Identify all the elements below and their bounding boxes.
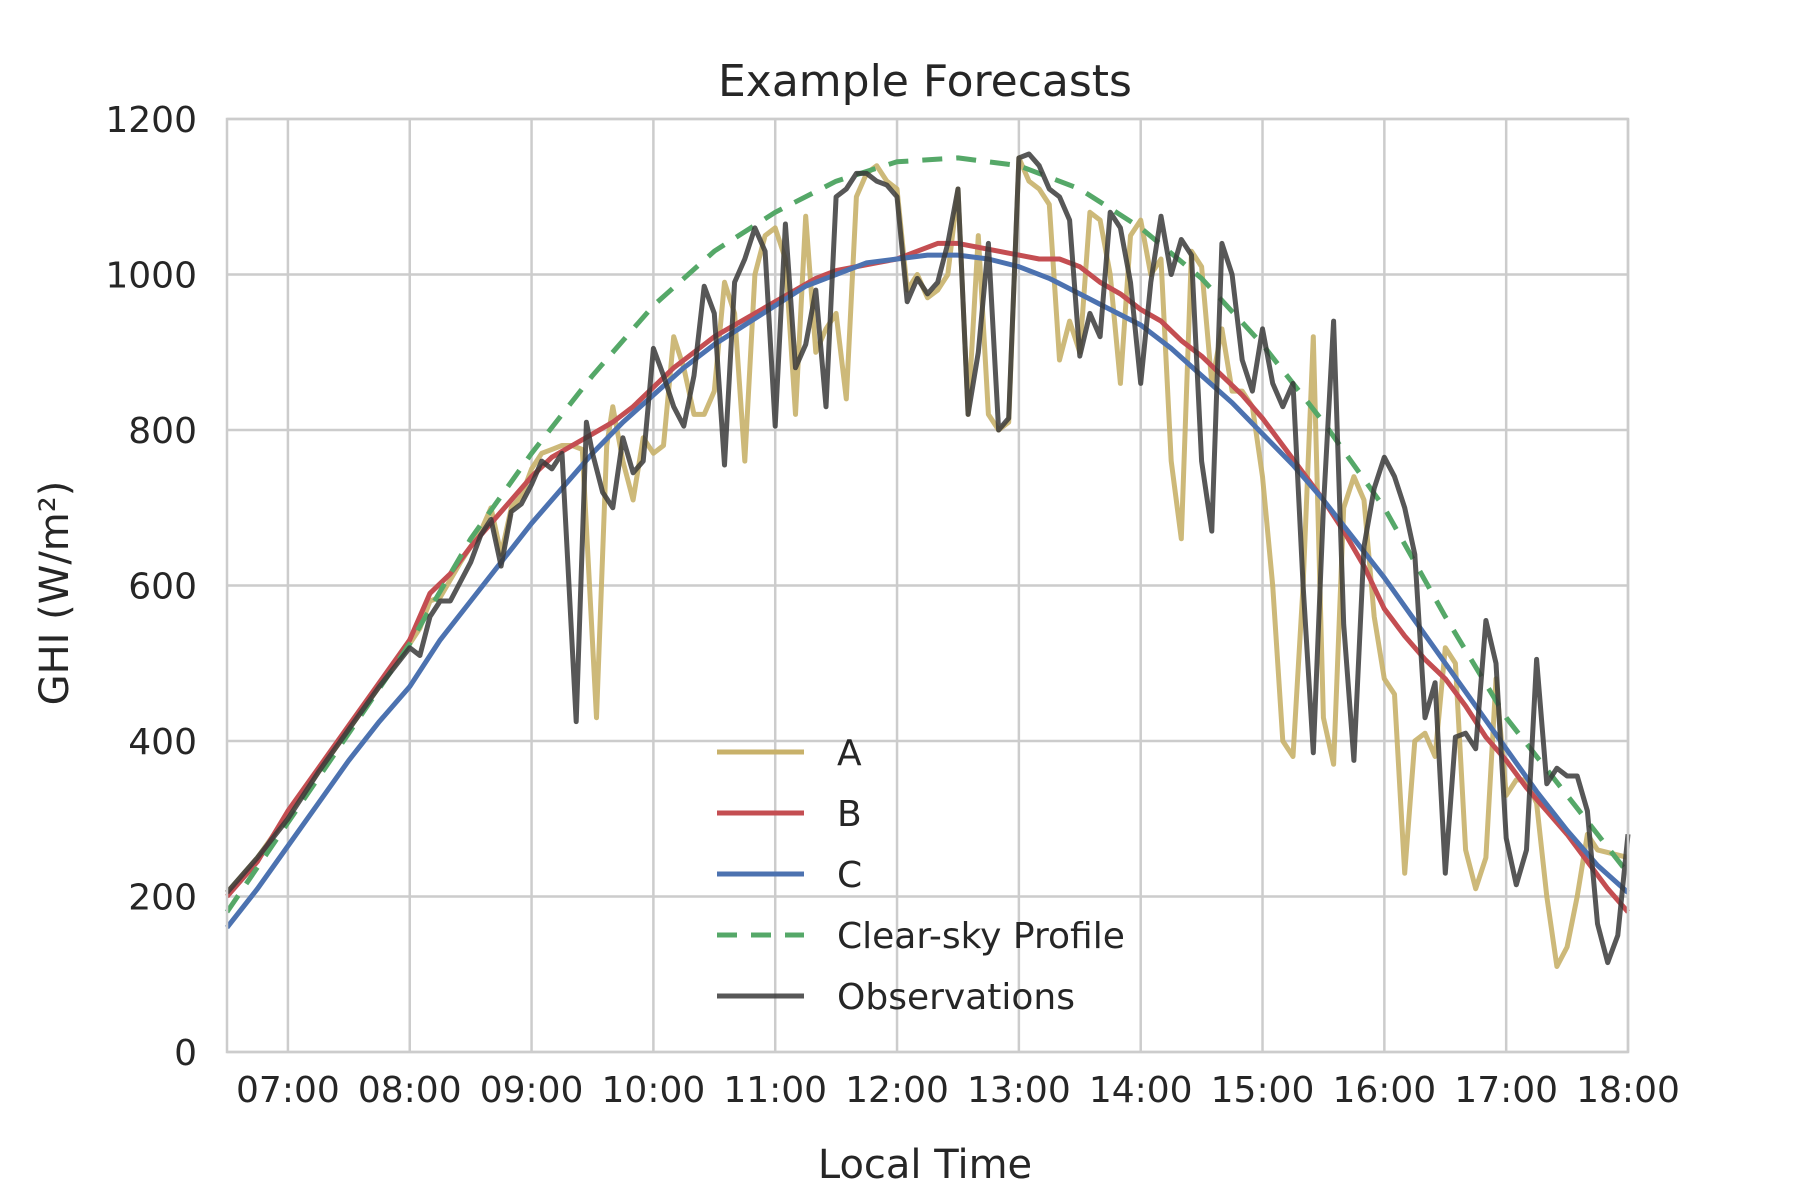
legend-label-a: A [837, 733, 862, 774]
legend-label-b: B [837, 794, 862, 835]
x-tick-label: 16:00 [1332, 1070, 1436, 1111]
x-tick-label: 17:00 [1454, 1070, 1558, 1111]
x-tick-label: 13:00 [967, 1070, 1071, 1111]
legend-label-observations: Observations [837, 977, 1075, 1018]
y-tick-label: 200 [128, 878, 197, 919]
y-tick-label: 1000 [105, 256, 197, 297]
x-tick-label: 15:00 [1211, 1070, 1315, 1111]
x-tick-label: 14:00 [1089, 1070, 1193, 1111]
legend-label-clear-sky-profile: Clear-sky Profile [837, 916, 1125, 957]
x-tick-label: 07:00 [236, 1070, 340, 1111]
x-tick-label: 09:00 [480, 1070, 584, 1111]
legend-label-c: C [837, 855, 862, 896]
legend: ABC Clear-sky Profile Observations [717, 733, 1125, 1018]
plot-frame [225, 117, 1630, 1054]
x-tick-label: 18:00 [1576, 1070, 1680, 1111]
series-line-c [225, 252, 1630, 930]
y-axis-label: GHI (W/m²) [32, 481, 78, 706]
x-tick-label: 10:00 [602, 1070, 706, 1111]
chart-title: Example Forecasts [718, 56, 1132, 107]
y-tick-label: 800 [128, 411, 197, 452]
y-tick-label: 600 [128, 567, 197, 608]
x-tick-label: 11:00 [723, 1070, 827, 1111]
x-axis-label: Local Time [818, 1142, 1032, 1188]
series-layer [224, 151, 1631, 969]
series-line-a [225, 155, 1629, 969]
tick-labels: 07:00 08:00 09:00 10:00 11:00 12:00 13:00 14:00… [105, 100, 1680, 1111]
y-tick-label: 1200 [105, 100, 197, 141]
y-tick-label: 0 [174, 1033, 197, 1074]
x-tick-label: 08:00 [358, 1070, 462, 1111]
x-tick-label: 12:00 [845, 1070, 949, 1111]
y-tick-label: 400 [128, 722, 197, 763]
series-line-observations [225, 151, 1631, 966]
series-line-clear-sky-profile [224, 155, 1630, 914]
